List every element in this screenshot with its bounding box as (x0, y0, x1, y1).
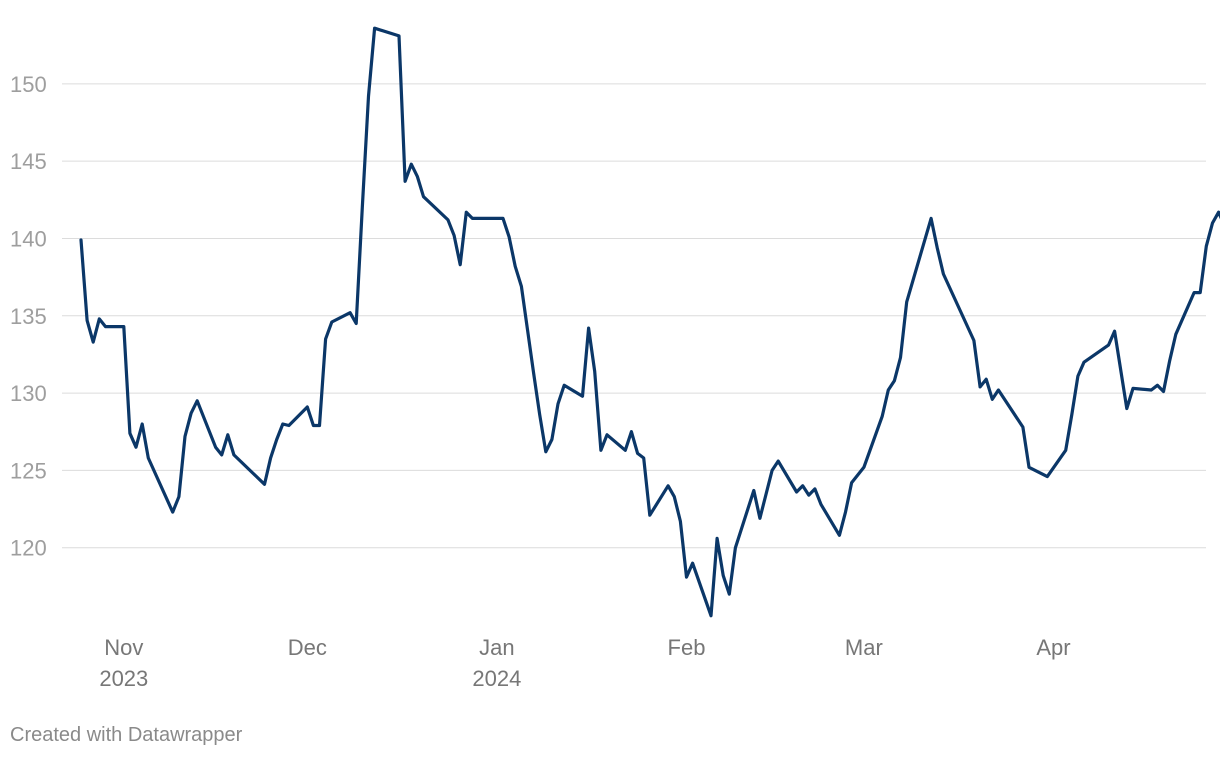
y-axis-ticks: 120 125 130 135 140 145 150 (10, 72, 47, 561)
x-tick-label: Feb (668, 635, 706, 660)
x-tick-year-label: 2024 (472, 666, 521, 691)
y-tick-label: 135 (10, 304, 47, 329)
x-tick-label: Apr (1036, 635, 1070, 660)
y-tick-label: 145 (10, 149, 47, 174)
gridlines (62, 83, 1206, 549)
y-tick-label: 130 (10, 381, 47, 406)
x-tick-label: Dec (288, 635, 327, 660)
x-axis-ticks: Nov 2023 Dec Jan 2024 Feb Mar Apr (99, 635, 1070, 691)
x-tick-label: Nov (104, 635, 143, 660)
x-tick-year-label: 2023 (99, 666, 148, 691)
credit-text: Created with Datawrapper (10, 724, 243, 746)
y-tick-label: 150 (10, 72, 47, 97)
line-chart: 120 125 130 135 140 145 150 Nov 2023 Dec Jan 2024 F… (10, 26, 1220, 691)
series-line (79, 26, 1220, 618)
series-layer (79, 26, 1220, 618)
y-tick-label: 140 (10, 226, 47, 251)
x-tick-label: Jan (479, 635, 514, 660)
y-tick-label: 120 (10, 536, 47, 561)
y-tick-label: 125 (10, 458, 47, 483)
x-tick-label: Mar (845, 635, 883, 660)
